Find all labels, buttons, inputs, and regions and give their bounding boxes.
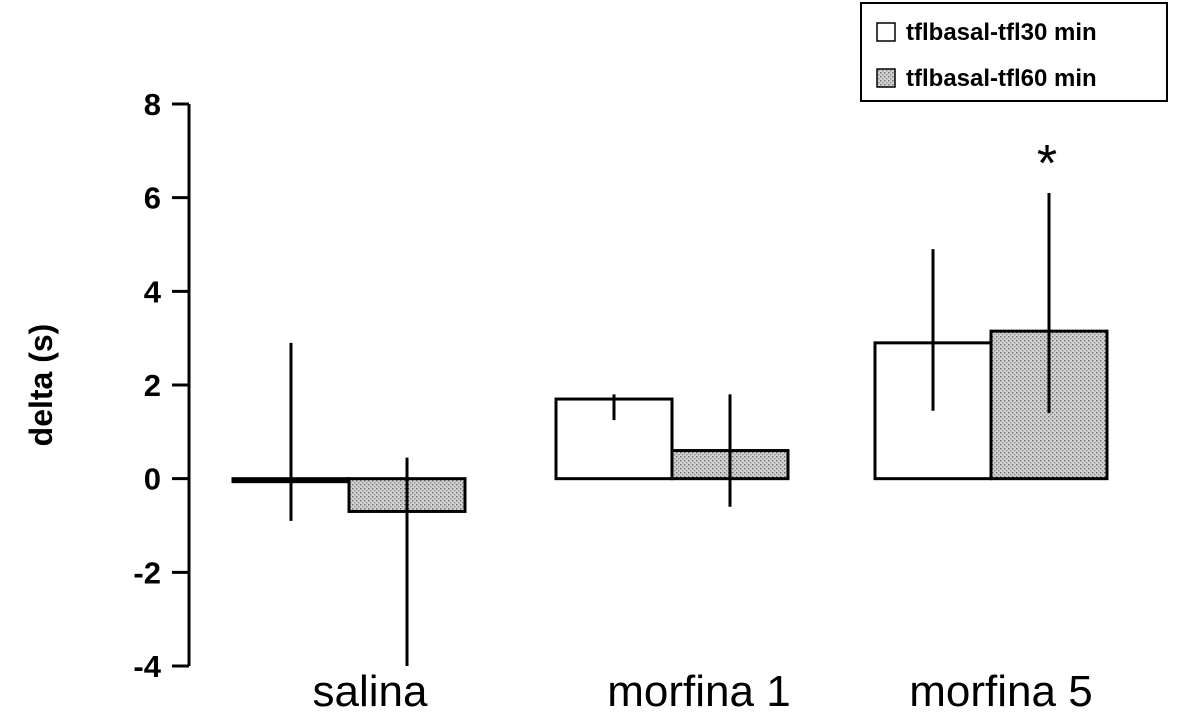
y-tick-label: -2 — [133, 555, 161, 590]
legend-swatch — [876, 68, 896, 88]
legend-label: tflbasal-tfl60 min — [906, 65, 1097, 92]
y-tick-label: 2 — [144, 368, 161, 403]
annotations: * — [1037, 135, 1057, 193]
legend-box — [860, 2, 1168, 102]
axes: -4 -2 0 2 4 6 8 — [133, 87, 191, 684]
y-tick-label: -4 — [133, 649, 161, 684]
legend-swatch — [876, 22, 896, 42]
y-tick-label: 8 — [144, 87, 161, 122]
category-label: salina — [313, 667, 428, 713]
y-tick-label: 6 — [144, 181, 161, 216]
category-label: morfina 5 — [909, 667, 1092, 713]
y-tick-label: 0 — [144, 462, 161, 497]
significance-marker: * — [1037, 135, 1057, 193]
legend: tflbasal-tfl30 min tflbasal-tfl60 min — [860, 2, 1168, 102]
error-bars — [289, 192, 1051, 666]
labels: delta (s) salina morfina 1 morfina 5 — [23, 324, 1093, 713]
y-axis-title: delta (s) — [23, 324, 59, 447]
y-tick-label: 4 — [144, 274, 162, 309]
category-label: morfina 1 — [607, 667, 790, 713]
legend-label: tflbasal-tfl30 min — [906, 19, 1097, 46]
bars — [231, 329, 1109, 513]
